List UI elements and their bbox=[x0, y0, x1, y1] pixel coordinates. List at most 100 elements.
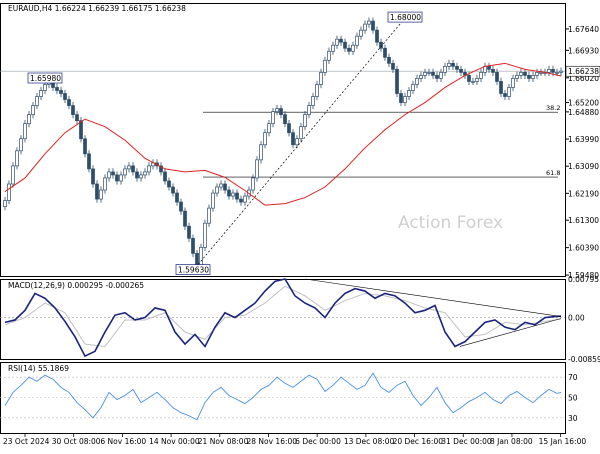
x-tick-label: 31 Dec 00:00 bbox=[441, 437, 492, 446]
price-annotation-box bbox=[175, 264, 211, 275]
price-ytick-label: 1.66020 bbox=[568, 74, 599, 83]
candle-body bbox=[103, 177, 107, 191]
x-tick-label: 6 Dec 00:00 bbox=[295, 437, 341, 446]
candle-body bbox=[171, 186, 175, 194]
candle-body bbox=[235, 192, 239, 200]
macd-frame bbox=[0, 279, 566, 360]
price-annotation-label: 1.68000 bbox=[390, 13, 421, 22]
price-ytick-label: 1.63990 bbox=[568, 135, 599, 144]
candle-body bbox=[319, 72, 323, 85]
candle-body bbox=[39, 90, 43, 97]
price-ytick-label: 1.62190 bbox=[568, 189, 599, 198]
candle-body bbox=[71, 105, 75, 115]
x-tick-label: 6 Nov 16:00 bbox=[100, 437, 146, 446]
macd-panel: MACD(12,26,9) 0.000295 -0.000265 0.00795 0… bbox=[0, 275, 600, 364]
candle-body bbox=[91, 168, 95, 185]
candle-body bbox=[359, 29, 363, 37]
candle-body bbox=[223, 183, 227, 191]
candle-body bbox=[23, 123, 27, 140]
price-annotation-box bbox=[387, 11, 423, 23]
price-annotation-box bbox=[27, 72, 63, 84]
candle-body bbox=[423, 72, 427, 76]
candle-body bbox=[371, 20, 375, 31]
candle-body bbox=[367, 20, 371, 25]
candle-body bbox=[487, 65, 491, 70]
candle-body bbox=[123, 168, 127, 176]
candle-body bbox=[259, 144, 263, 161]
candle-body bbox=[439, 72, 443, 79]
candle-body bbox=[475, 78, 479, 82]
candle-body bbox=[323, 59, 327, 73]
candle-body bbox=[167, 180, 171, 188]
candle-body bbox=[407, 90, 411, 97]
current-price-label: 1.66238 bbox=[568, 67, 599, 76]
price-ytick-label: 1.67640 bbox=[568, 25, 599, 34]
candle-body bbox=[471, 81, 475, 83]
fib-label: 38.2 bbox=[546, 104, 560, 112]
candle-body bbox=[195, 253, 199, 266]
price-panel: Action Forex EURAUD,H4 1.66224 1.66239 1.… bbox=[0, 3, 600, 280]
candle-body bbox=[515, 75, 519, 79]
candle-body bbox=[179, 201, 183, 212]
candle-body bbox=[191, 237, 195, 254]
rsi-line bbox=[4, 372, 562, 421]
candle-body bbox=[147, 165, 151, 173]
candle-body bbox=[143, 171, 147, 176]
candle-body bbox=[495, 72, 499, 82]
price-ytick-label: 1.60390 bbox=[568, 244, 599, 253]
macd-wedge-lower bbox=[459, 318, 562, 347]
candle-body bbox=[27, 114, 31, 125]
candle-body bbox=[75, 114, 79, 121]
x-tick-label: 28 Nov 16:00 bbox=[246, 437, 297, 446]
candle-body bbox=[427, 72, 431, 74]
candle-body bbox=[59, 90, 63, 94]
candle-body bbox=[183, 210, 187, 227]
candle-body bbox=[435, 75, 439, 79]
candle-body bbox=[403, 96, 407, 103]
candle-body bbox=[67, 99, 71, 106]
candle-body bbox=[3, 200, 7, 207]
candle-body bbox=[451, 62, 455, 67]
candle-body bbox=[307, 105, 311, 115]
candle-body bbox=[347, 47, 351, 52]
candle-body bbox=[115, 174, 119, 182]
candle-body bbox=[119, 174, 123, 182]
price-annotation-label: 1.65980 bbox=[30, 74, 61, 83]
candle-body bbox=[355, 35, 359, 46]
x-axis: 23 Oct 2024 30 Oct 08:00 6 Nov 16:00 14 Nov… bbox=[3, 433, 586, 446]
candle-body bbox=[551, 69, 555, 73]
candle-body bbox=[31, 105, 35, 115]
price-ytick-label: 1.64880 bbox=[568, 108, 599, 117]
candle-body bbox=[415, 78, 419, 85]
rsi-ytick-label: 50 bbox=[568, 394, 578, 403]
candle-body bbox=[43, 84, 47, 91]
macd-ytick-label: 0.00795 bbox=[568, 275, 599, 284]
candle-body bbox=[527, 75, 531, 79]
candle-body bbox=[51, 82, 55, 88]
candle-body bbox=[535, 72, 539, 76]
rsi-header: RSI(14) 55.1869 bbox=[8, 364, 69, 373]
candle-body bbox=[127, 165, 131, 170]
candle-body bbox=[175, 192, 179, 203]
candle-body bbox=[271, 111, 275, 125]
candle-body bbox=[303, 114, 307, 128]
macd-header: MACD(12,26,9) 0.000295 -0.000265 bbox=[8, 281, 144, 290]
trendline bbox=[192, 17, 406, 271]
macd-line bbox=[4, 278, 562, 358]
candle-body bbox=[15, 150, 19, 167]
candle-body bbox=[399, 93, 403, 103]
candle-body bbox=[375, 29, 379, 43]
x-tick-label: 14 Nov 00:00 bbox=[149, 437, 200, 446]
candle-body bbox=[547, 69, 551, 73]
candle-body bbox=[255, 159, 259, 179]
x-tick-label: 13 Dec 08:00 bbox=[344, 437, 395, 446]
candle-body bbox=[351, 44, 355, 52]
price-header: EURAUD,H4 1.66224 1.66239 1.66175 1.6623… bbox=[8, 4, 186, 13]
candle-body bbox=[467, 75, 471, 82]
x-tick-label: 20 Dec 16:00 bbox=[393, 437, 444, 446]
candle-body bbox=[511, 78, 515, 88]
candle-body bbox=[215, 186, 219, 194]
current-price-tag bbox=[565, 65, 600, 77]
candle-body bbox=[99, 189, 103, 200]
candle-body bbox=[263, 132, 267, 146]
